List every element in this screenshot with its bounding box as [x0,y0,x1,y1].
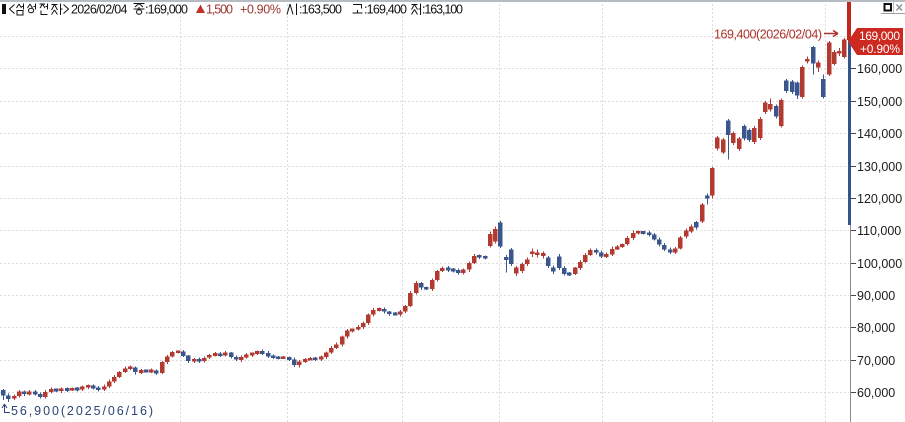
svg-text::163,100: :163,100 [422,3,463,17]
svg-text:90,000: 90,000 [857,289,895,303]
svg-text:169,400(2026/02/04): 169,400(2026/02/04) [714,28,822,42]
svg-text:150,000: 150,000 [857,95,902,109]
svg-text::169,000: :169,000 [145,3,188,17]
svg-text:110,000: 110,000 [857,224,901,238]
svg-text:130,000: 130,000 [857,160,902,174]
svg-text:120,000: 120,000 [857,192,902,206]
svg-text:80,000: 80,000 [857,321,895,335]
svg-text:60,000: 60,000 [857,386,895,400]
svg-text:140,000: 140,000 [857,127,902,141]
svg-text:56,900(2025/06/16): 56,900(2025/06/16) [11,404,153,418]
svg-text:+0.90%: +0.90% [860,42,900,56]
svg-text:100,000: 100,000 [857,257,902,271]
svg-text:1,500: 1,500 [206,3,233,17]
svg-text:2026/02/04: 2026/02/04 [71,3,128,17]
svg-text:70,000: 70,000 [857,354,895,368]
svg-text:160,000: 160,000 [857,62,902,76]
svg-text::169,400: :169,400 [364,3,407,17]
svg-text:169,000: 169,000 [859,29,900,43]
svg-text::163,500: :163,500 [299,3,342,17]
svg-text:+0.90%: +0.90% [240,3,281,17]
